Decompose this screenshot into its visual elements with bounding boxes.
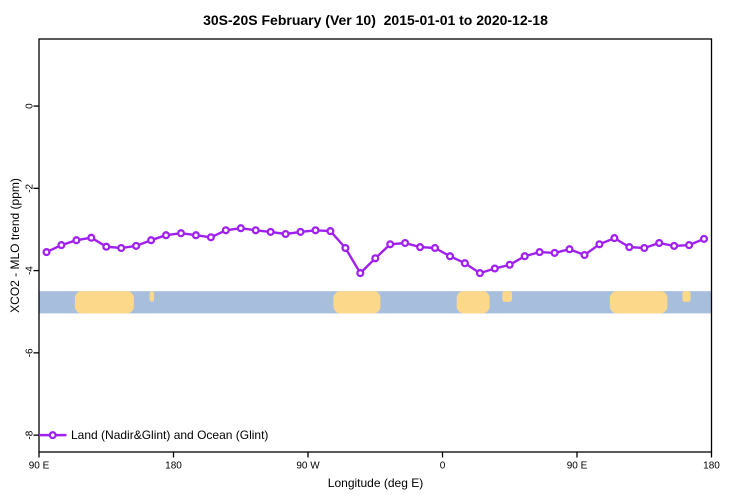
- data-point: [147, 236, 156, 245]
- y-tick-label: -4: [25, 266, 36, 275]
- x-axis-label: Longitude (deg E): [328, 476, 423, 490]
- data-point: [401, 238, 410, 248]
- land-patch: [149, 291, 155, 302]
- data-point: [550, 248, 559, 257]
- land-patch: [333, 291, 381, 314]
- data-line: [45, 226, 706, 275]
- data-point: [386, 240, 395, 249]
- data-point: [266, 227, 275, 236]
- data-point: [236, 224, 245, 233]
- data-point: [460, 259, 469, 268]
- data-point: [625, 243, 634, 252]
- data-point: [161, 231, 171, 240]
- series-group: [42, 224, 709, 278]
- land-patch: [609, 291, 668, 314]
- data-point: [206, 233, 215, 242]
- x-tick-label: 0: [440, 461, 446, 472]
- land-patch: [456, 291, 490, 314]
- data-point: [416, 243, 425, 252]
- data-point: [505, 260, 514, 269]
- data-point: [42, 248, 51, 257]
- data-point: [191, 231, 200, 240]
- land-patch: [502, 291, 512, 302]
- y-tick-label: -2: [25, 183, 36, 192]
- data-point: [640, 243, 649, 253]
- data-point: [102, 242, 111, 251]
- data-point: [685, 241, 694, 250]
- data-point: [326, 227, 335, 236]
- data-point: [356, 269, 365, 278]
- land-patch: [74, 291, 134, 314]
- x-tick-label: 90 E: [29, 461, 50, 472]
- data-point: [341, 243, 350, 253]
- data-point: [87, 233, 96, 242]
- x-tick-label: 90 W: [296, 461, 320, 472]
- data-point: [475, 269, 484, 278]
- y-tick-label: 0: [25, 103, 36, 109]
- data-point: [490, 264, 499, 273]
- x-tick-label: 180: [703, 461, 720, 472]
- data-point: [580, 250, 589, 260]
- data-point: [565, 245, 574, 254]
- y-tick-label: -6: [25, 348, 36, 357]
- chart-title: 30S-20S February (Ver 10) 2015-01-01 to …: [203, 12, 548, 28]
- land-patch: [682, 291, 691, 302]
- axes-group: 90 E 180 90 W 0 90 E 180 0 -2 -4 -6 -8: [25, 38, 720, 472]
- data-point: [670, 241, 679, 250]
- data-point: [117, 243, 126, 253]
- data-point: [57, 241, 66, 250]
- x-tick-label: 180: [165, 461, 182, 472]
- data-point: [430, 243, 440, 253]
- data-point: [445, 252, 455, 261]
- data-point: [251, 226, 260, 235]
- data-point: [296, 227, 305, 236]
- data-point: [311, 226, 320, 235]
- data-point: [72, 236, 81, 245]
- plot-border: [38, 38, 713, 453]
- data-point: [595, 240, 604, 249]
- legend: Land (Nadir&Glint) and Ocean (Glint): [39, 428, 268, 442]
- data-point: [699, 234, 709, 243]
- data-point: [520, 252, 529, 261]
- data-point: [610, 234, 619, 243]
- data-point: [371, 254, 380, 263]
- data-point: [655, 238, 664, 248]
- x-tick-label: 90 E: [567, 461, 588, 472]
- data-point: [176, 229, 186, 238]
- y-tick-label: -8: [25, 430, 36, 439]
- legend-label: Land (Nadir&Glint) and Ocean (Glint): [71, 428, 268, 442]
- data-point: [535, 248, 544, 257]
- data-point: [221, 226, 230, 235]
- y-axis-label: XCO2 - MLO trend (ppm): [8, 178, 22, 313]
- data-point: [281, 229, 290, 239]
- data-point: [132, 241, 141, 250]
- map-band-group: [39, 291, 712, 314]
- legend-marker: [48, 431, 57, 440]
